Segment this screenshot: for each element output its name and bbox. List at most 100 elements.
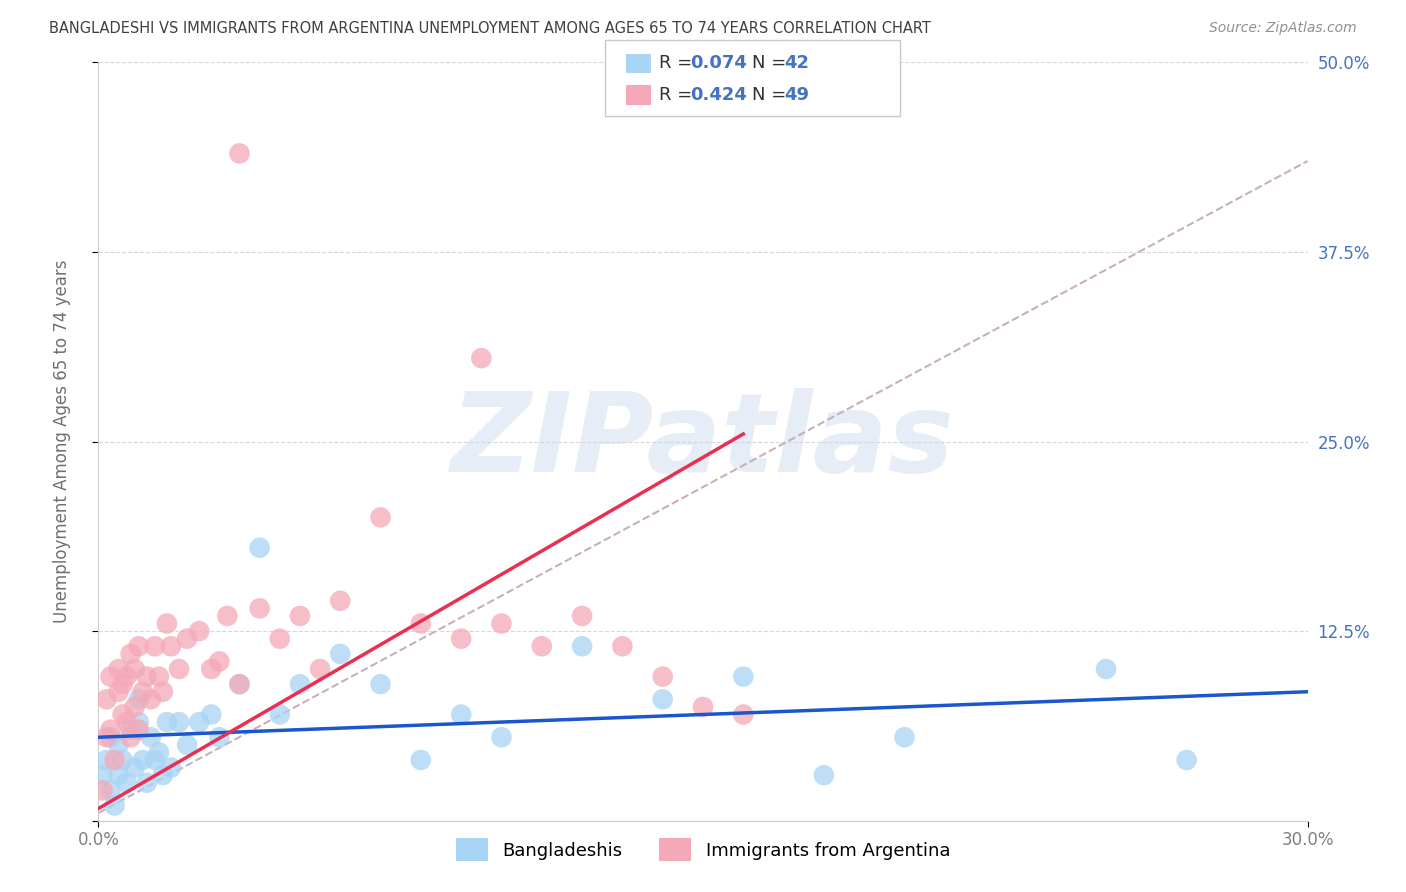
Point [132, 685, 155, 699]
Point [217, 608, 239, 623]
Point [269, 632, 291, 646]
Point [128, 723, 150, 737]
Point [1095, 662, 1118, 676]
Text: 42: 42 [785, 54, 810, 72]
Point [128, 715, 150, 730]
Point [571, 639, 593, 653]
Point [156, 715, 179, 730]
Point [139, 730, 162, 744]
Y-axis label: Unemployment Among Ages 65 to 74 years: Unemployment Among Ages 65 to 74 years [53, 260, 72, 624]
Point [107, 685, 129, 699]
Point [148, 746, 170, 760]
Point [107, 662, 129, 676]
Point [96, 692, 118, 706]
Point [188, 715, 211, 730]
Point [309, 662, 332, 676]
Point [249, 601, 271, 615]
Point [120, 647, 142, 661]
Point [269, 707, 291, 722]
Point [651, 669, 673, 683]
Point [100, 723, 122, 737]
Point [132, 753, 155, 767]
Point [111, 677, 134, 691]
Point [135, 669, 157, 683]
Point [128, 639, 150, 653]
Point [120, 730, 142, 744]
Point [571, 608, 593, 623]
Point [103, 798, 125, 813]
Point [491, 730, 513, 744]
Text: N =: N = [752, 86, 792, 103]
Point [152, 685, 174, 699]
Point [124, 760, 146, 774]
Point [200, 707, 222, 722]
Point [156, 616, 179, 631]
Point [409, 753, 432, 767]
Point [103, 753, 125, 767]
Text: 49: 49 [785, 86, 810, 103]
Point [107, 768, 129, 782]
Point [409, 616, 432, 631]
Point [176, 738, 198, 752]
Point [100, 730, 122, 744]
Point [96, 730, 118, 744]
Point [115, 715, 138, 730]
Point [530, 639, 553, 653]
Text: Source: ZipAtlas.com: Source: ZipAtlas.com [1209, 21, 1357, 35]
Point [120, 723, 142, 737]
Point [128, 692, 150, 706]
Point [100, 783, 122, 797]
Point [228, 146, 250, 161]
Text: R =: R = [659, 54, 699, 72]
Point [100, 669, 122, 683]
Point [115, 669, 138, 683]
Legend: Bangladeshis, Immigrants from Argentina: Bangladeshis, Immigrants from Argentina [449, 830, 957, 869]
Point [370, 510, 392, 524]
Point [329, 647, 352, 661]
Point [288, 677, 311, 691]
Point [124, 662, 146, 676]
Point [167, 662, 190, 676]
Point [152, 768, 174, 782]
Point [208, 655, 231, 669]
Point [893, 730, 915, 744]
Point [288, 608, 311, 623]
Text: BANGLADESHI VS IMMIGRANTS FROM ARGENTINA UNEMPLOYMENT AMONG AGES 65 TO 74 YEARS : BANGLADESHI VS IMMIGRANTS FROM ARGENTINA… [49, 21, 931, 36]
Point [148, 669, 170, 683]
Point [143, 753, 166, 767]
Point [160, 760, 183, 774]
Point [139, 692, 162, 706]
Point [107, 738, 129, 752]
Point [115, 776, 138, 790]
Point [612, 639, 634, 653]
Point [450, 632, 472, 646]
Point [370, 677, 392, 691]
Point [143, 639, 166, 653]
Point [111, 707, 134, 722]
Point [733, 707, 755, 722]
Point [188, 624, 211, 639]
Point [470, 351, 492, 366]
Point [733, 669, 755, 683]
Point [91, 768, 114, 782]
Point [491, 616, 513, 631]
Point [228, 677, 250, 691]
Point [329, 594, 352, 608]
Text: 0.074: 0.074 [690, 54, 747, 72]
Point [160, 639, 183, 653]
Point [228, 677, 250, 691]
Point [111, 753, 134, 767]
Point [135, 776, 157, 790]
Point [651, 692, 673, 706]
Point [450, 707, 472, 722]
Text: ZIPatlas: ZIPatlas [451, 388, 955, 495]
Point [96, 753, 118, 767]
Point [200, 662, 222, 676]
Point [692, 699, 714, 714]
Text: 0.424: 0.424 [690, 86, 747, 103]
Point [208, 730, 231, 744]
Point [813, 768, 835, 782]
Point [176, 632, 198, 646]
Point [167, 715, 190, 730]
Point [1175, 753, 1198, 767]
